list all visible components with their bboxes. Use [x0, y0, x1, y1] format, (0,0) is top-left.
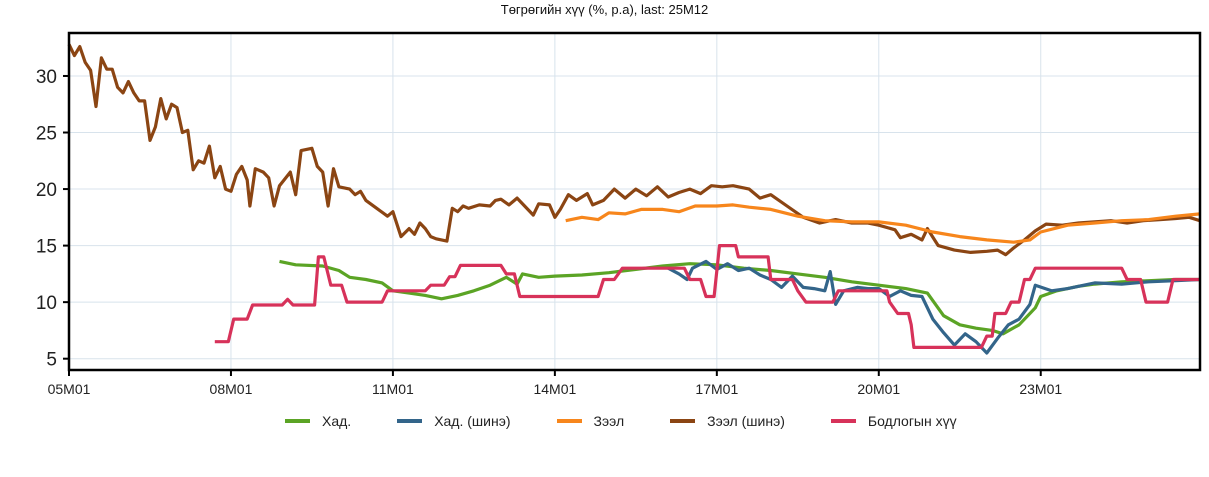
legend-label: Бодлогын хүү — [867, 413, 957, 429]
legend-item: Хад. — [285, 413, 351, 429]
y-tick-label: 25 — [36, 124, 57, 145]
x-tick-label: 17M01 — [695, 381, 738, 397]
legend-swatch — [285, 419, 310, 423]
legend: Хад. Хад. (шинэ) Зээл Зээл (шинэ) Бодлогын х… — [285, 413, 1003, 429]
legend-swatch — [556, 419, 582, 423]
y-tick-label: 15 — [36, 237, 57, 258]
series-line-4 — [214, 244, 1200, 349]
legend-label: Хад. (шинэ) — [434, 413, 511, 429]
x-tick-label: 20M01 — [857, 381, 900, 397]
series-line-3 — [667, 259, 1201, 355]
x-tick-label: 05M01 — [48, 381, 91, 397]
legend-label: Хад. — [322, 413, 352, 429]
x-tick-label: 14M01 — [533, 381, 576, 397]
x-tick-label: 08M01 — [210, 381, 253, 397]
legend-swatch — [670, 419, 696, 423]
legend-item: Зээл — [556, 413, 625, 429]
legend-swatch — [397, 419, 423, 423]
legend-item: Хад. (шинэ) — [397, 413, 511, 429]
y-tick-label: 20 — [36, 180, 57, 201]
series-line-2 — [279, 259, 1200, 336]
y-tick-label: 30 — [36, 67, 57, 88]
plot-frame — [67, 31, 1202, 372]
series-line-1 — [565, 203, 1201, 244]
legend-item: Бодлогын хүү — [830, 413, 957, 429]
y-tick-label: 5 — [46, 350, 57, 371]
series-line-0 — [67, 43, 1201, 257]
y-tick-label: 10 — [36, 293, 57, 314]
legend-label: Зээл — [593, 413, 625, 429]
x-tick-label: 11M01 — [372, 381, 414, 397]
legend-swatch — [830, 419, 856, 423]
x-tick-label: 23M01 — [1019, 381, 1062, 397]
legend-label: Зээл (шинэ) — [707, 413, 785, 429]
legend-item: Зээл (шинэ) — [670, 413, 785, 429]
chart-title: Төгрөгийн хүү (%, p.a), last: 25M12 — [500, 2, 709, 17]
